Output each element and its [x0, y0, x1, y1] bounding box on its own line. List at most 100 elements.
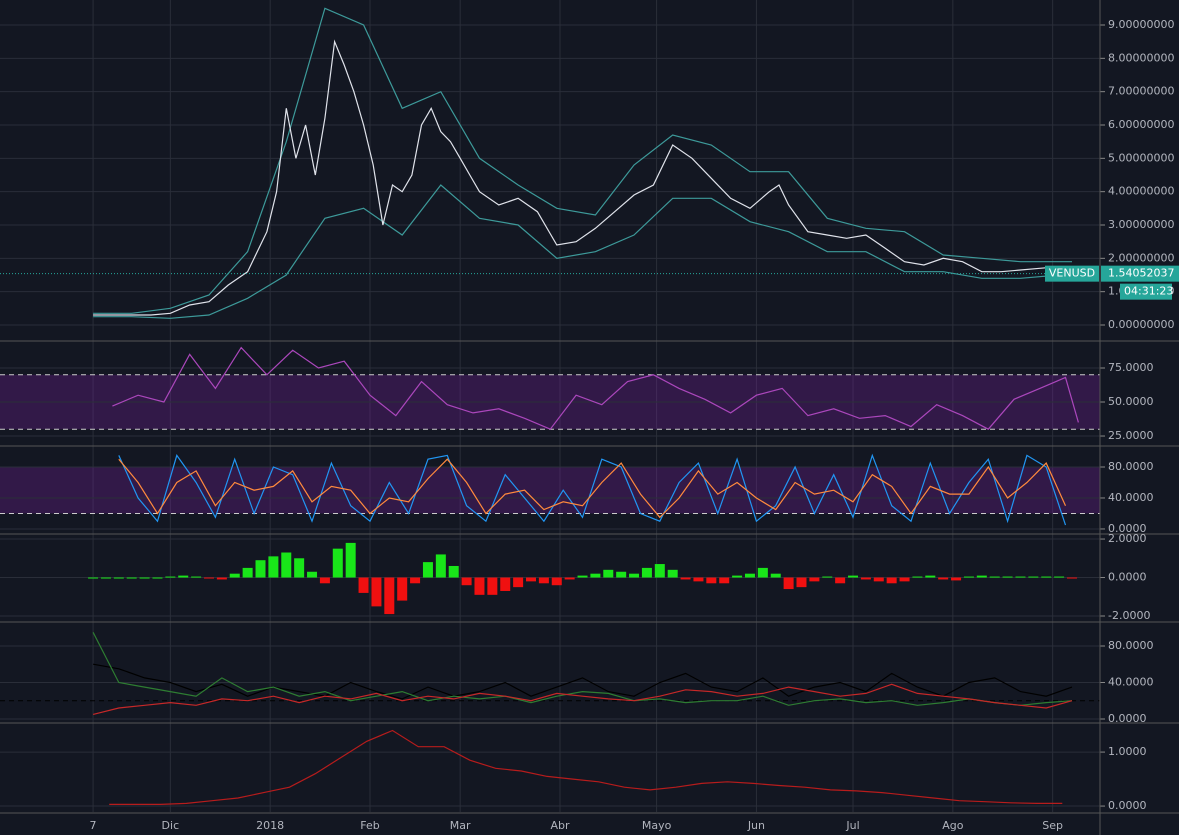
histogram-bar — [487, 577, 498, 595]
histogram-bar — [448, 565, 459, 578]
histogram-bar — [835, 577, 846, 584]
symbol-box — [1045, 265, 1099, 282]
symbol-label: VENUSD — [1049, 267, 1095, 280]
y-tick-label: 6.00000000 — [1108, 118, 1174, 131]
x-tick-label: 2018 — [256, 819, 284, 832]
y-tick-label: 2.00000000 — [1108, 251, 1174, 264]
histogram-bar — [203, 577, 214, 579]
histogram-bar — [358, 577, 369, 593]
x-tick-label: Mar — [450, 819, 471, 832]
histogram-bar — [577, 575, 588, 578]
y-tick-label: 9.00000000 — [1108, 18, 1174, 31]
price-box — [1101, 265, 1179, 282]
histogram-bar — [100, 577, 111, 579]
histogram-bar — [564, 577, 575, 580]
x-tick-label: Abr — [550, 819, 570, 832]
histogram-bar — [616, 571, 627, 578]
histogram-bar — [899, 577, 910, 582]
y-tick-label: 2.0000 — [1108, 532, 1147, 545]
y-tick-label: 5.00000000 — [1108, 151, 1174, 164]
histogram-bar — [989, 576, 1000, 578]
y-tick-label: 0.0000 — [1108, 571, 1147, 584]
countdown-box — [1120, 283, 1172, 300]
histogram-bar — [1015, 576, 1026, 578]
histogram-bar — [1066, 577, 1077, 579]
series-line — [118, 453, 1067, 526]
histogram-bar — [1028, 576, 1039, 578]
histogram-bar — [951, 577, 962, 581]
histogram-bar — [590, 573, 601, 578]
y-tick-label: -2.0000 — [1108, 609, 1150, 622]
histogram-bar — [229, 573, 240, 578]
histogram-bar — [629, 573, 640, 578]
histogram-bar — [976, 575, 987, 578]
series-line — [112, 346, 1079, 430]
y-tick-label: 40.0000 — [1108, 491, 1154, 504]
histogram-bar — [242, 567, 253, 578]
histogram-bar — [654, 564, 665, 578]
series-line — [92, 683, 1073, 715]
histogram-bar — [139, 577, 150, 579]
histogram-bar — [88, 577, 99, 579]
price-label: 1.54052037 — [1108, 267, 1174, 280]
histogram-bar — [603, 569, 614, 578]
histogram-bar — [371, 577, 382, 607]
histogram-bar — [809, 577, 820, 582]
histogram-bar — [538, 577, 549, 584]
histogram-bar — [873, 577, 884, 582]
histogram-bar — [796, 577, 807, 588]
series-line — [93, 7, 1072, 314]
histogram-bar — [706, 577, 717, 584]
histogram-bar — [1054, 576, 1065, 578]
histogram-bar — [667, 569, 678, 578]
y-tick-label: 1.0000 — [1108, 745, 1147, 758]
histogram-bar — [461, 577, 472, 586]
histogram-bar — [384, 577, 395, 615]
histogram-bar — [513, 577, 524, 588]
histogram-bar — [307, 571, 318, 578]
histogram-bar — [680, 577, 691, 580]
histogram-bar — [757, 567, 768, 578]
histogram-bar — [732, 575, 743, 578]
histogram-bar — [770, 573, 781, 578]
histogram-bar — [641, 567, 652, 578]
histogram-bar — [912, 576, 923, 578]
histogram-bar — [319, 577, 330, 584]
y-tick-label: 40.0000 — [1108, 675, 1154, 688]
x-tick-label: Jun — [747, 819, 765, 832]
y-tick-label: 0.0000 — [1108, 799, 1147, 812]
histogram-bar — [963, 576, 974, 578]
series-line — [92, 663, 1073, 700]
y-tick-label: 3.00000000 — [1108, 218, 1174, 231]
histogram-bar — [422, 562, 433, 578]
histogram-bar — [216, 577, 227, 580]
histogram-bar — [397, 577, 408, 601]
countdown-label: 04:31:23 — [1124, 285, 1173, 298]
series-line — [118, 458, 1067, 519]
histogram-bar — [345, 542, 356, 578]
x-tick-label: 7 — [90, 819, 97, 832]
y-tick-label: 4.00000000 — [1108, 185, 1174, 198]
histogram-bar — [719, 577, 730, 584]
histogram-bar — [255, 560, 266, 578]
x-tick-label: Feb — [360, 819, 379, 832]
histogram-bar — [526, 577, 537, 582]
y-tick-label: 25.0000 — [1108, 429, 1154, 442]
histogram-bar — [294, 558, 305, 578]
y-tick-label: 8.00000000 — [1108, 51, 1174, 64]
histogram-bar — [126, 577, 137, 579]
histogram-bar — [693, 577, 704, 582]
y-tick-label: 80.0000 — [1108, 460, 1154, 473]
series-line — [92, 632, 1073, 706]
histogram-bar — [281, 552, 292, 578]
histogram-bar — [178, 575, 189, 578]
x-tick-label: Ago — [942, 819, 964, 832]
histogram-bar — [551, 577, 562, 586]
histogram-bar — [886, 577, 897, 584]
histogram-bar — [113, 577, 124, 579]
x-tick-label: Jul — [845, 819, 859, 832]
x-tick-label: Sep — [1042, 819, 1063, 832]
y-tick-label: 0.0000 — [1108, 522, 1147, 535]
histogram-bar — [332, 548, 343, 578]
